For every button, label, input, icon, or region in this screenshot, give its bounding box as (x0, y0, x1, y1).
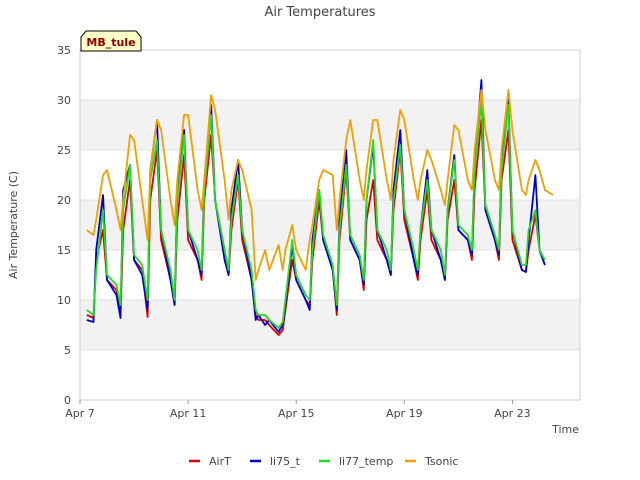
series-line-li77-temp (86, 99, 546, 329)
legend-label: li77_temp (339, 455, 393, 468)
chart-title: Air Temperatures (264, 5, 375, 20)
y-tick-label: 20 (57, 194, 71, 207)
x-tick-label: Apr 23 (494, 407, 531, 420)
y-tick-label: 25 (57, 144, 71, 157)
x-tick-label: Apr 15 (278, 407, 315, 420)
y-tick-label: 30 (57, 94, 71, 107)
x-tick-label: Apr 7 (65, 407, 95, 420)
plot-background-bands (80, 100, 580, 350)
y-tick-label: 35 (57, 44, 71, 57)
legend-label: Tsonic (424, 455, 458, 468)
background-band (80, 200, 580, 250)
y-axis-label: Air Temperature (C) (7, 171, 20, 279)
y-tick-label: 15 (57, 244, 71, 257)
series-line-tsonic (86, 89, 554, 281)
y-axis-tick-labels: 0 5 10 15 20 25 30 35 (57, 44, 71, 407)
x-tick-label: Apr 11 (170, 407, 207, 420)
x-axis-label: Time (551, 423, 579, 436)
legend-label: AirT (209, 455, 231, 468)
chart-legend: AirT li75_t li77_temp Tsonic (189, 455, 458, 468)
x-axis-tick-labels: Apr 7 Apr 11 Apr 15 Apr 19 Apr 23 (65, 400, 531, 420)
series-lines (86, 79, 554, 336)
plot-area-frame (79, 49, 581, 401)
series-line-airt (86, 119, 546, 336)
x-tick-label: Apr 19 (386, 407, 423, 420)
background-band (80, 300, 580, 350)
station-badge: MB_tule (80, 30, 142, 52)
station-badge-label: MB_tule (86, 36, 135, 49)
y-tick-label: 5 (64, 344, 71, 357)
station-badge-shape (80, 30, 142, 52)
y-tick-label: 10 (57, 294, 71, 307)
y-tick-label: 0 (64, 394, 71, 407)
legend-label: li75_t (270, 455, 301, 468)
